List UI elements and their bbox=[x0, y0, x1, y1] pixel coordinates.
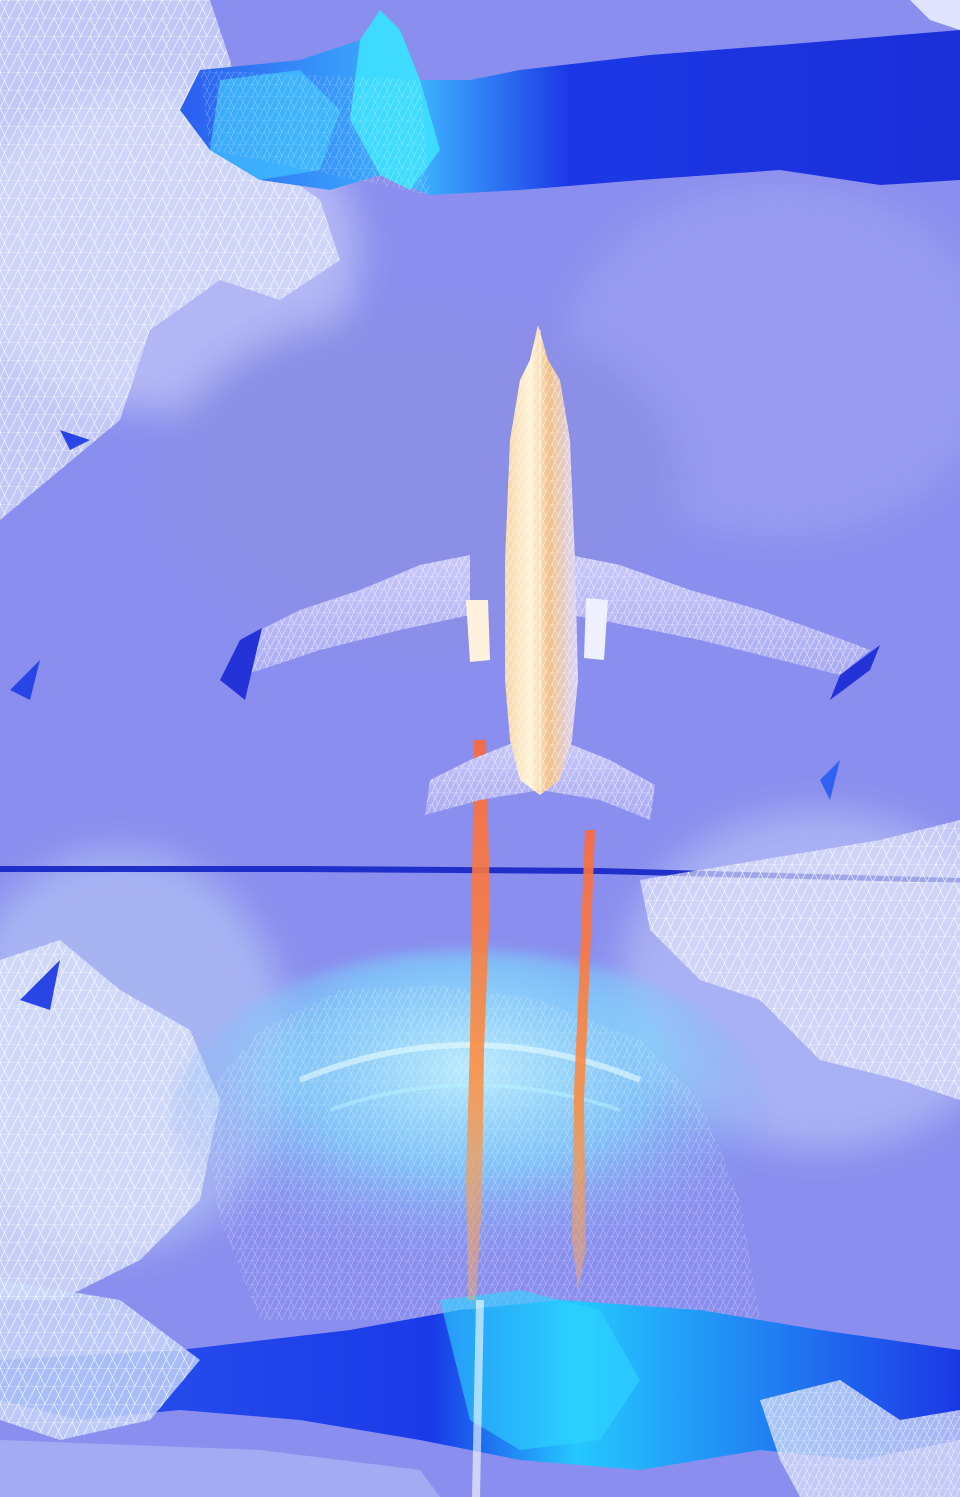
top-blue-band bbox=[180, 10, 960, 195]
airplane-left-engine bbox=[466, 600, 490, 662]
right-cloud-mesh bbox=[640, 820, 960, 1100]
airplane-right-engine bbox=[584, 598, 608, 660]
mesh-fragments bbox=[10, 430, 840, 1010]
exhaust-trails bbox=[466, 740, 595, 1497]
top-right-cloud bbox=[910, 0, 960, 30]
airplane bbox=[220, 325, 880, 820]
top-left-cloud-mesh bbox=[0, 0, 340, 520]
horizon-line bbox=[0, 866, 960, 883]
left-cloud-mesh bbox=[0, 940, 220, 1300]
